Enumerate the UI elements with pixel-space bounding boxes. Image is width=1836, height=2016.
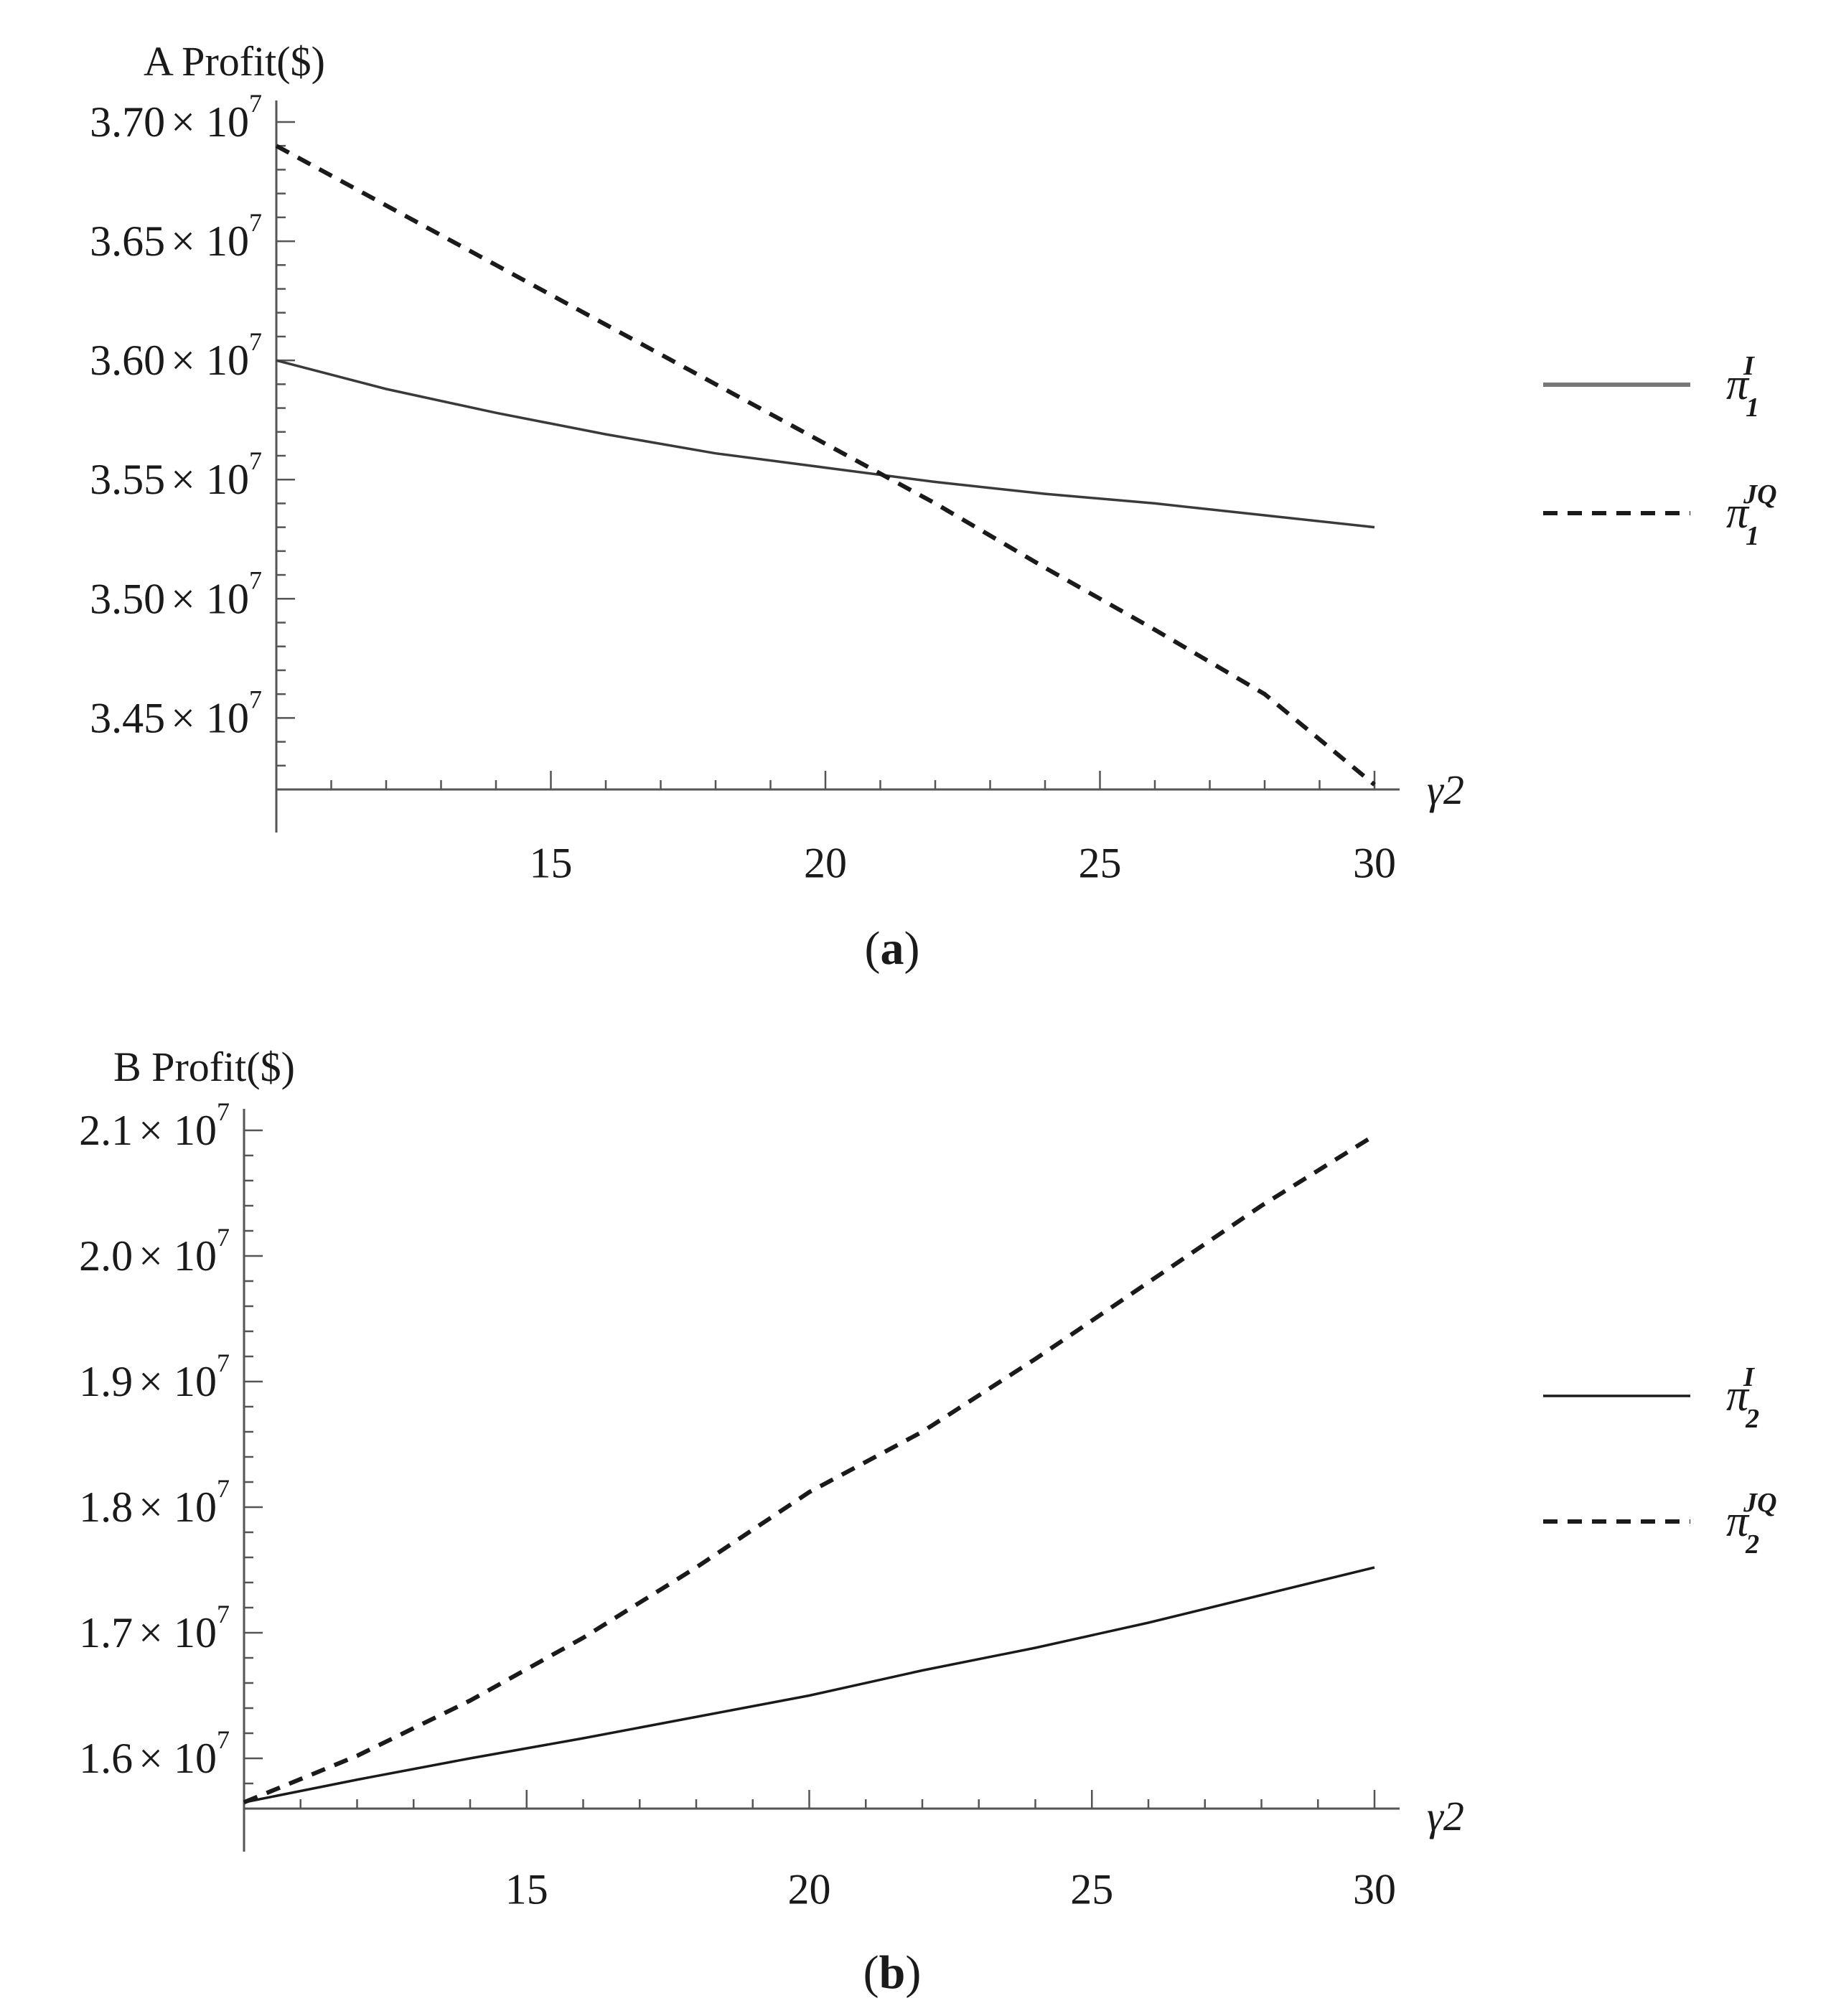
y-tick-label: 2.1 × 107 bbox=[79, 1097, 230, 1154]
y-tick-exponent: 7 bbox=[249, 208, 262, 237]
y-tick-mantissa: 3.45 bbox=[90, 694, 165, 741]
y-tick-mantissa: 2.1 bbox=[79, 1107, 133, 1154]
series-line-jq bbox=[275, 144, 1376, 787]
y-tick-label: 2.0 × 107 bbox=[79, 1223, 230, 1280]
y-tick-exponent: 7 bbox=[217, 1600, 230, 1628]
x-tick-label: 15 bbox=[530, 839, 573, 886]
legend-base: π bbox=[1726, 1372, 1750, 1420]
y-tick-label: 3.45 × 107 bbox=[90, 685, 262, 741]
y-tick-label: 1.6 × 107 bbox=[79, 1725, 230, 1782]
y-tick-mantissa: 1.9 bbox=[79, 1358, 133, 1405]
y-tick-times-ten: × 10 bbox=[171, 575, 249, 622]
y-tick-exponent: 7 bbox=[217, 1349, 230, 1377]
y-tick-exponent: 7 bbox=[217, 1223, 230, 1252]
y-tick-mantissa: 1.7 bbox=[79, 1609, 133, 1656]
legend-sup: I bbox=[1743, 351, 1755, 381]
caption-letter: a bbox=[881, 922, 904, 975]
x-tick-label: 20 bbox=[804, 839, 847, 886]
series-line-i bbox=[243, 1566, 1375, 1804]
y-tick-times-ten: × 10 bbox=[139, 1609, 217, 1656]
y-tick-times-ten: × 10 bbox=[139, 1735, 217, 1782]
legend-sub: 1 bbox=[1746, 521, 1759, 551]
y-tick-exponent: 7 bbox=[249, 566, 262, 594]
caption-open: ( bbox=[863, 1946, 879, 1999]
y-tick-times-ten: × 10 bbox=[171, 456, 249, 503]
panel-caption: (a) bbox=[865, 922, 920, 975]
y-tick-times-ten: × 10 bbox=[171, 337, 249, 384]
y-tick-label: 3.60 × 107 bbox=[90, 327, 262, 384]
legend-label: π2 I bbox=[1726, 1362, 1759, 1434]
y-tick-times-ten: × 10 bbox=[171, 217, 249, 265]
y-tick-mantissa: 1.6 bbox=[79, 1735, 133, 1782]
y-tick-exponent: 7 bbox=[249, 327, 262, 356]
y-tick-mantissa: 3.65 bbox=[90, 217, 165, 265]
y-tick-mantissa: 3.70 bbox=[90, 98, 165, 146]
y-tick-label: 3.55 × 107 bbox=[90, 446, 262, 503]
legend-sub: 2 bbox=[1745, 1529, 1759, 1560]
y-tick-mantissa: 3.55 bbox=[90, 456, 165, 503]
x-tick-label: 30 bbox=[1353, 839, 1396, 886]
x-axis-title: γ2 bbox=[1427, 1793, 1464, 1839]
y-tick-exponent: 7 bbox=[249, 446, 262, 475]
y-tick-exponent: 7 bbox=[217, 1474, 230, 1503]
legend-label: π1 JQ bbox=[1726, 479, 1777, 551]
legend-sup: JQ bbox=[1743, 479, 1776, 510]
y-tick-exponent: 7 bbox=[217, 1725, 230, 1754]
y-tick-exponent: 7 bbox=[217, 1097, 230, 1126]
x-tick-label: 25 bbox=[1079, 839, 1122, 886]
y-tick-mantissa: 3.60 bbox=[90, 337, 165, 384]
y-tick-times-ten: × 10 bbox=[139, 1107, 217, 1154]
x-tick-label: 25 bbox=[1070, 1865, 1113, 1913]
y-tick-exponent: 7 bbox=[249, 89, 262, 118]
series-line-jq bbox=[243, 1133, 1376, 1805]
legend-sub: 1 bbox=[1746, 393, 1759, 423]
y-tick-exponent: 7 bbox=[249, 685, 262, 713]
y-tick-times-ten: × 10 bbox=[139, 1232, 217, 1280]
y-tick-label: 1.8 × 107 bbox=[79, 1474, 230, 1531]
legend-label: π2 JQ bbox=[1726, 1488, 1777, 1560]
y-axis-title: A Profit($) bbox=[144, 38, 325, 85]
y-tick-times-ten: × 10 bbox=[139, 1358, 217, 1405]
y-tick-label: 3.65 × 107 bbox=[90, 208, 262, 265]
y-tick-label: 1.9 × 107 bbox=[79, 1349, 230, 1405]
legend-sub: 2 bbox=[1745, 1404, 1759, 1434]
panel-caption: (b) bbox=[863, 1946, 922, 1999]
caption-close: ) bbox=[904, 922, 920, 975]
y-tick-times-ten: × 10 bbox=[171, 694, 249, 741]
x-tick-label: 15 bbox=[505, 1865, 548, 1913]
y-tick-times-ten: × 10 bbox=[139, 1483, 217, 1531]
caption-letter: b bbox=[879, 1946, 906, 1999]
y-tick-mantissa: 1.8 bbox=[79, 1483, 133, 1531]
legend-base: π bbox=[1726, 360, 1750, 409]
legend-sup: I bbox=[1743, 1362, 1755, 1392]
x-tick-label: 20 bbox=[788, 1865, 831, 1913]
series-line-i bbox=[276, 359, 1375, 529]
y-tick-label: 1.7 × 107 bbox=[79, 1600, 230, 1656]
y-tick-label: 3.70 × 107 bbox=[90, 89, 262, 146]
legend-sup: JQ bbox=[1743, 1488, 1776, 1518]
legend-base: π bbox=[1726, 1497, 1750, 1546]
caption-close: ) bbox=[905, 1946, 921, 1999]
x-tick-label: 30 bbox=[1353, 1865, 1396, 1913]
y-axis-title: B Profit($) bbox=[113, 1044, 295, 1090]
y-tick-mantissa: 2.0 bbox=[79, 1232, 133, 1280]
legend-label: π1 I bbox=[1726, 351, 1759, 423]
y-tick-times-ten: × 10 bbox=[171, 98, 249, 146]
x-axis-title: γ2 bbox=[1427, 766, 1464, 813]
y-tick-mantissa: 3.50 bbox=[90, 575, 165, 622]
caption-open: ( bbox=[865, 922, 881, 975]
legend-base: π bbox=[1726, 489, 1750, 538]
y-tick-label: 3.50 × 107 bbox=[90, 566, 262, 622]
